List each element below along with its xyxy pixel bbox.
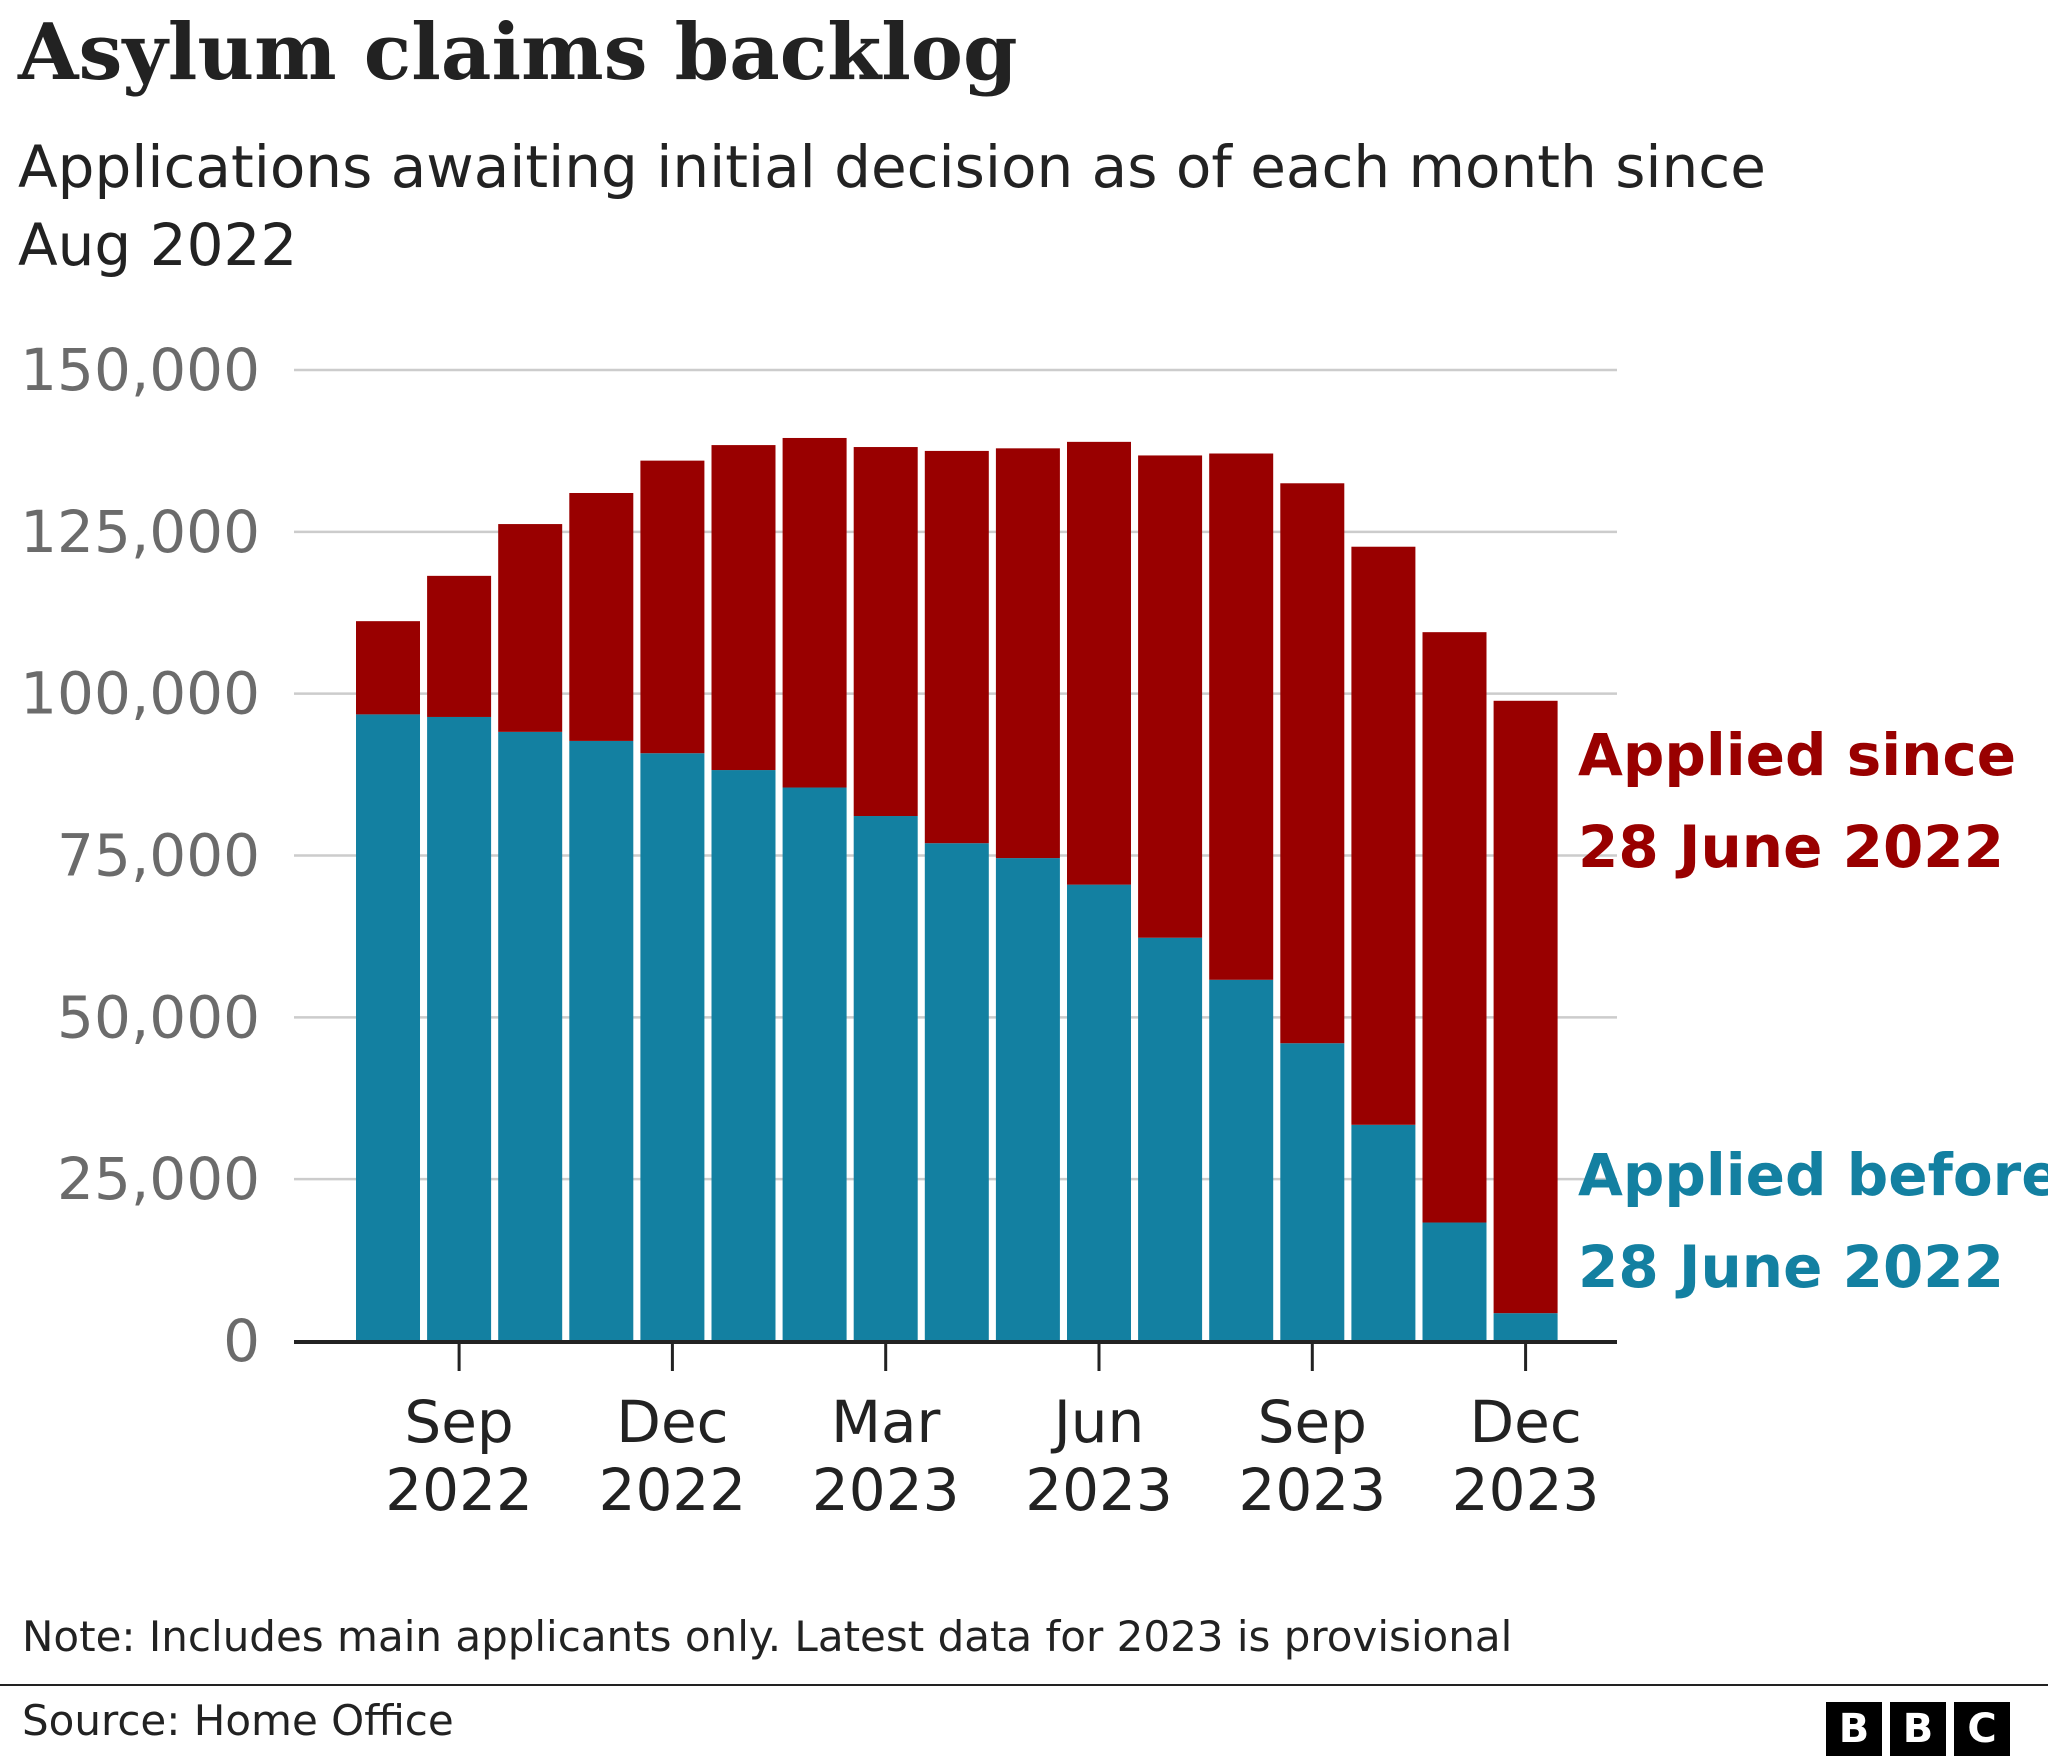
- stacked-bar-chart: 0 25,000 50,000 75,000 100,000 125,000 150,000…: [20, 336, 2048, 1524]
- bar-applied-before: [427, 716, 492, 1341]
- bar-applied-before: [1067, 884, 1131, 1341]
- bar-applied-before: [1422, 1222, 1487, 1341]
- bar-applied-since: [498, 524, 563, 732]
- bar-applied-since: [924, 450, 989, 844]
- bar-applied-since: [1209, 453, 1274, 980]
- x-tick-label-year: 2022: [599, 1456, 747, 1524]
- bbc-logo-letter: C: [1954, 1702, 2010, 1756]
- bar-applied-before: [1351, 1124, 1416, 1341]
- series-label-applied-since: Applied since: [1578, 721, 2016, 789]
- x-tick-label-year: 2023: [1452, 1456, 1600, 1524]
- bar-applied-since: [782, 437, 847, 788]
- bar-applied-before: [782, 787, 847, 1341]
- x-tick-label-month: Dec: [1469, 1388, 1581, 1456]
- y-tick-label: 25,000: [57, 1145, 260, 1213]
- chart-source: Source: Home Office: [22, 1696, 454, 1745]
- bar-applied-since: [640, 460, 705, 754]
- y-tick-label: 0: [223, 1307, 260, 1375]
- bar-applied-since: [1493, 700, 1558, 1314]
- bar-applied-since: [1067, 441, 1131, 885]
- bar-applied-since: [356, 621, 420, 715]
- x-tick-label-year: 2022: [385, 1456, 533, 1524]
- bar-applied-before: [924, 843, 989, 1341]
- x-tick-label-month: Dec: [616, 1388, 728, 1456]
- x-tick-label-month: Sep: [404, 1388, 513, 1456]
- bar-applied-before: [356, 714, 420, 1341]
- bar-applied-before: [640, 753, 705, 1341]
- bar-applied-since: [711, 445, 776, 771]
- bbc-logo-letter: B: [1890, 1702, 1946, 1756]
- source-divider: [0, 1684, 2048, 1686]
- bar-applied-since: [995, 448, 1060, 859]
- y-tick-label: 50,000: [57, 983, 260, 1051]
- y-tick-label: 100,000: [20, 660, 260, 728]
- bar-applied-since: [1351, 546, 1416, 1125]
- bar-applied-since: [427, 575, 492, 717]
- x-tick-label-month: Mar: [831, 1388, 941, 1456]
- y-tick-label: 150,000: [20, 336, 260, 404]
- x-tick-label-month: Sep: [1258, 1388, 1367, 1456]
- chart-subtitle: Applications awaiting initial decision a…: [18, 133, 1766, 279]
- x-tick-label-year: 2023: [1025, 1456, 1173, 1524]
- bar-applied-before: [569, 740, 634, 1341]
- bar-applied-before: [1280, 1043, 1345, 1341]
- bar-applied-since: [1422, 632, 1487, 1223]
- bar-applied-before: [1493, 1313, 1558, 1341]
- bar-applied-before: [853, 816, 918, 1341]
- series-label-applied-before: 28 June 2022: [1578, 1233, 2004, 1301]
- bar-applied-before: [711, 770, 776, 1341]
- x-tick-label-year: 2023: [1238, 1456, 1386, 1524]
- chart-note: Note: Includes main applicants only. Lat…: [22, 1612, 1513, 1661]
- bar-applied-since: [1280, 483, 1345, 1044]
- bar-applied-before: [1138, 937, 1203, 1341]
- bar-applied-since: [1138, 455, 1203, 938]
- bbc-logo: B B C: [1826, 1702, 2010, 1756]
- y-tick-label: 75,000: [57, 822, 260, 890]
- series-label-applied-since: 28 June 2022: [1578, 813, 2004, 881]
- bar-applied-before: [995, 858, 1060, 1341]
- bbc-logo-letter: B: [1826, 1702, 1882, 1756]
- y-tick-label: 125,000: [20, 498, 260, 566]
- chart-title: Asylum claims backlog: [18, 7, 1018, 98]
- bar-applied-since: [853, 447, 918, 817]
- x-tick-label-month: Jun: [1051, 1388, 1145, 1456]
- series-label-applied-before: Applied before: [1578, 1141, 2048, 1209]
- x-tick-label-year: 2023: [812, 1456, 960, 1524]
- bar-applied-before: [1209, 979, 1274, 1341]
- bar-applied-since: [569, 492, 634, 741]
- bar-applied-before: [498, 731, 563, 1341]
